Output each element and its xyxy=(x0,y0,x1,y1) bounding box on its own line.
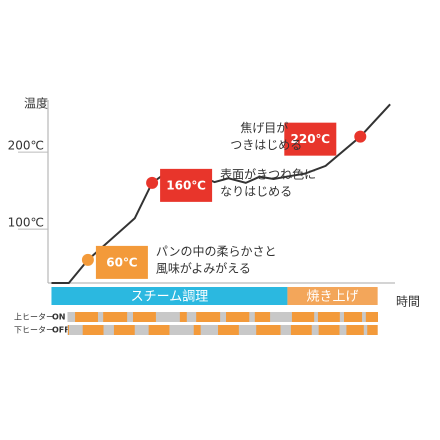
heater-on xyxy=(75,312,98,322)
heater-on xyxy=(193,325,201,335)
phase-bar xyxy=(287,287,378,305)
heater-on xyxy=(290,325,312,335)
point xyxy=(354,130,367,143)
y-tick-label: 200℃ xyxy=(8,139,44,153)
x-axis-label: 時間 xyxy=(396,295,420,309)
heater-on xyxy=(68,325,69,335)
heater-state: OFF xyxy=(52,326,70,335)
heater-on xyxy=(343,312,363,322)
value-label: 220℃ xyxy=(291,132,331,146)
point xyxy=(146,176,159,189)
heater-name: 下ヒーター xyxy=(14,326,54,335)
heater-on xyxy=(179,312,187,322)
heater-on xyxy=(226,312,250,322)
phase-label: スチーム調理 xyxy=(131,290,209,305)
y-axis-label: 温度 xyxy=(24,96,48,111)
heater-on xyxy=(367,325,378,335)
heater-on xyxy=(365,312,378,322)
heater-on xyxy=(196,312,221,322)
heater-on xyxy=(291,312,315,322)
y-tick-label: 100℃ xyxy=(8,216,44,230)
annotation: パンの中の柔らかさと xyxy=(156,243,277,258)
annotation: 表面がきつね色に xyxy=(220,166,316,181)
annotation: つきはじめる xyxy=(230,138,302,152)
heater-on xyxy=(346,325,364,335)
phase-label: 焼き上げ xyxy=(307,290,359,305)
heater-state: ON xyxy=(52,313,66,322)
annotation: 焦げ目が xyxy=(240,120,288,135)
heater-on xyxy=(317,312,340,322)
label-box xyxy=(284,122,337,156)
heater-off xyxy=(67,312,378,322)
annotation: なりはじめる xyxy=(220,184,292,198)
heater-on xyxy=(148,325,170,335)
phase-bar xyxy=(51,287,288,305)
heater-name: 上ヒーター xyxy=(14,313,54,322)
heater-on xyxy=(82,325,104,335)
value-label: 60℃ xyxy=(106,255,137,269)
point xyxy=(81,253,94,266)
heater-on xyxy=(218,325,239,335)
annotation: 風味がよみがえる xyxy=(156,260,251,275)
label-box xyxy=(160,168,213,202)
heater-on xyxy=(256,325,281,335)
heater-on xyxy=(133,312,156,322)
heater-on xyxy=(318,325,340,335)
value-label: 160℃ xyxy=(166,178,206,192)
heater-on xyxy=(103,312,128,322)
heater-on xyxy=(113,325,135,335)
heater-on xyxy=(254,312,271,322)
label-box xyxy=(95,245,148,279)
